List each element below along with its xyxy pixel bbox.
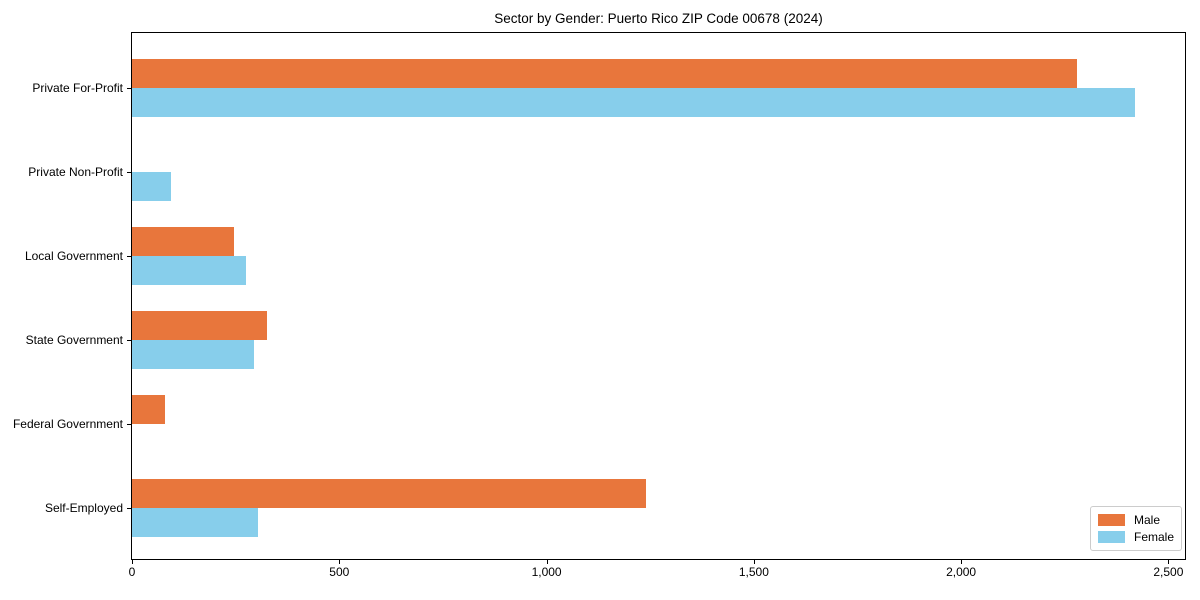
y-axis-label-local-government: Local Government (24, 249, 123, 263)
y-axis-label-self-employed: Self-Employed (44, 501, 123, 515)
x-tick-2-000 (961, 560, 963, 564)
y-tick-private-for-profit (127, 88, 131, 89)
y-tick-federal-government (127, 424, 131, 425)
bar-male-private-for-profit (132, 59, 1078, 88)
y-axis-label-private-non-profit: Private Non-Profit (28, 165, 123, 179)
bar-female-local-government (132, 256, 246, 285)
x-tick-label-2-500: 2,500 (1153, 565, 1184, 579)
legend-item-female: Female (1098, 530, 1174, 544)
legend: Male Female (1090, 506, 1182, 551)
y-tick-private-non-profit (127, 172, 131, 173)
plot-area (131, 32, 1186, 560)
y-tick-local-government (127, 256, 131, 257)
legend-label-female: Female (1134, 530, 1175, 544)
legend-label-male: Male (1134, 513, 1161, 527)
x-tick-label-0: 0 (128, 565, 136, 579)
bar-male-local-government (132, 227, 234, 256)
x-tick-label-500: 500 (329, 565, 350, 579)
legend-item-male: Male (1098, 513, 1174, 527)
chart-title: Sector by Gender: Puerto Rico ZIP Code 0… (494, 11, 823, 26)
y-axis-label-state-government: State Government (25, 333, 123, 347)
x-tick-label-1-000: 1,000 (531, 565, 562, 579)
x-tick-0 (132, 560, 133, 564)
x-tick-label-1-500: 1,500 (738, 565, 769, 579)
y-tick-self-employed (127, 508, 131, 509)
x-tick-label-2-000: 2,000 (946, 565, 977, 579)
bar-female-self-employed (132, 508, 259, 537)
bar-female-state-government (132, 340, 255, 369)
bar-female-private-for-profit (132, 88, 1136, 117)
x-tick-2-500 (1168, 560, 1170, 564)
x-tick-1-000 (546, 560, 548, 564)
female-series-swatch (1098, 531, 1125, 543)
male-series-swatch (1098, 514, 1125, 526)
bar-male-self-employed (132, 479, 647, 508)
bar-male-state-government (132, 311, 267, 340)
bar-female-private-non-profit (132, 172, 172, 201)
y-axis-label-federal-government: Federal Government (12, 417, 123, 431)
x-tick-500 (339, 560, 341, 564)
bar-male-federal-government (132, 395, 166, 424)
x-tick-1-500 (753, 560, 755, 564)
y-axis-label-private-for-profit: Private For-Profit (32, 81, 123, 95)
y-tick-state-government (127, 340, 131, 341)
